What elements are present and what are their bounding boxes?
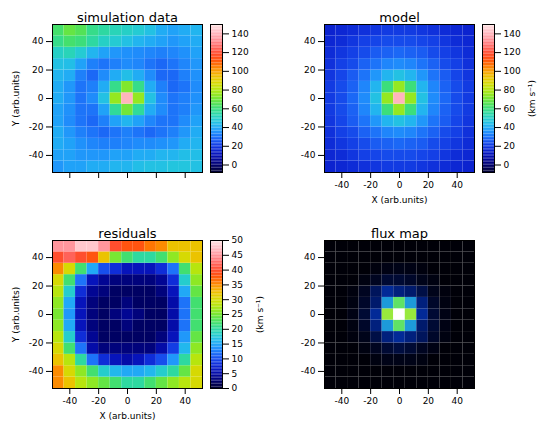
svg-text:25: 25 [232, 309, 243, 319]
svg-text:20: 20 [304, 65, 316, 75]
svg-text:0: 0 [38, 93, 44, 103]
svg-text:-20: -20 [363, 180, 378, 190]
svg-text:20: 20 [423, 180, 435, 190]
svg-text:40: 40 [304, 36, 316, 46]
svg-text:40: 40 [304, 252, 316, 262]
svg-text:-20: -20 [91, 396, 106, 406]
svg-text:140: 140 [504, 29, 521, 39]
svg-text:(km s⁻¹): (km s⁻¹) [255, 296, 265, 333]
svg-text:30: 30 [232, 295, 244, 305]
svg-text:-20: -20 [363, 396, 378, 406]
svg-text:140: 140 [232, 29, 249, 39]
svg-text:-20: -20 [29, 122, 44, 132]
svg-text:0: 0 [397, 396, 403, 406]
svg-text:-40: -40 [62, 396, 77, 406]
svg-text:0: 0 [310, 309, 316, 319]
svg-text:model: model [379, 10, 419, 25]
svg-text:0: 0 [397, 180, 403, 190]
svg-text:80: 80 [504, 85, 516, 95]
svg-text:10: 10 [232, 354, 244, 364]
svg-text:-40: -40 [29, 366, 44, 376]
svg-text:20: 20 [151, 396, 163, 406]
svg-text:80: 80 [232, 85, 244, 95]
svg-text:20: 20 [423, 396, 435, 406]
svg-text:(km s⁻¹): (km s⁻¹) [527, 80, 537, 117]
svg-text:-20: -20 [301, 122, 316, 132]
svg-text:0: 0 [232, 383, 238, 393]
svg-text:40: 40 [32, 36, 44, 46]
svg-text:40: 40 [232, 122, 244, 132]
svg-text:-20: -20 [29, 338, 44, 348]
svg-text:120: 120 [504, 47, 521, 57]
svg-text:Y (arb.units): Y (arb.units) [11, 71, 21, 127]
svg-text:-40: -40 [29, 150, 44, 160]
svg-text:20: 20 [304, 281, 316, 291]
svg-text:-40: -40 [334, 396, 349, 406]
svg-text:0: 0 [310, 93, 316, 103]
svg-text:100: 100 [504, 66, 521, 76]
svg-text:flux map: flux map [371, 226, 428, 241]
svg-text:100: 100 [232, 66, 249, 76]
svg-text:X (arb.units): X (arb.units) [100, 411, 156, 421]
svg-text:-20: -20 [301, 338, 316, 348]
svg-text:5: 5 [232, 369, 238, 379]
svg-text:50: 50 [232, 235, 244, 245]
svg-text:20: 20 [32, 281, 44, 291]
svg-text:35: 35 [232, 280, 243, 290]
svg-text:residuals: residuals [98, 226, 157, 241]
svg-text:-40: -40 [301, 150, 316, 160]
svg-text:40: 40 [504, 122, 516, 132]
svg-text:40: 40 [32, 252, 44, 262]
svg-text:0: 0 [38, 309, 44, 319]
svg-text:40: 40 [451, 180, 463, 190]
svg-text:15: 15 [232, 339, 243, 349]
svg-text:60: 60 [232, 104, 244, 114]
svg-text:-40: -40 [334, 180, 349, 190]
svg-text:20: 20 [32, 65, 44, 75]
svg-text:0: 0 [125, 396, 131, 406]
svg-text:45: 45 [232, 250, 243, 260]
svg-text:20: 20 [504, 141, 516, 151]
svg-text:40: 40 [179, 396, 191, 406]
svg-text:120: 120 [232, 47, 249, 57]
svg-text:0: 0 [232, 160, 238, 170]
svg-text:0: 0 [504, 160, 510, 170]
svg-text:X (arb.units): X (arb.units) [372, 195, 428, 205]
svg-text:simulation data: simulation data [77, 10, 178, 25]
svg-text:40: 40 [232, 265, 244, 275]
svg-text:-40: -40 [301, 366, 316, 376]
svg-text:Y (arb.units): Y (arb.units) [11, 287, 21, 343]
svg-text:20: 20 [232, 324, 244, 334]
svg-text:60: 60 [504, 104, 516, 114]
svg-text:40: 40 [451, 396, 463, 406]
svg-text:20: 20 [232, 141, 244, 151]
